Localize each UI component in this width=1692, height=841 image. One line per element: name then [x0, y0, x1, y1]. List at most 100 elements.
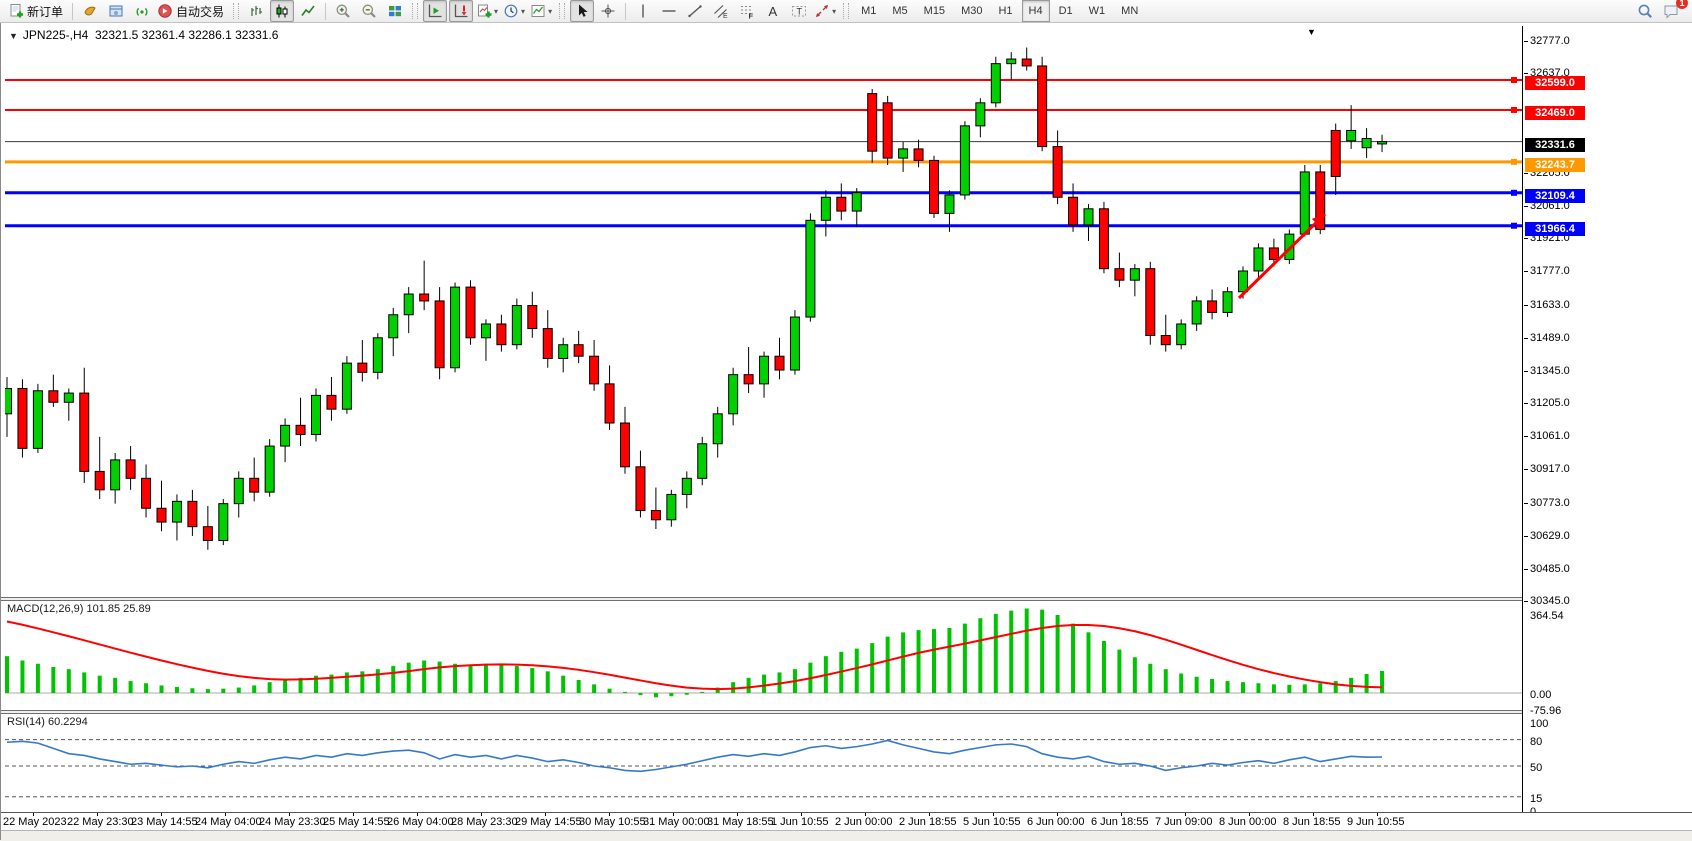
candle — [79, 367, 90, 483]
zoom-out-button[interactable] — [357, 0, 381, 22]
candle — [759, 351, 770, 398]
metaeditor-button[interactable] — [78, 0, 102, 22]
price-line-label[interactable]: 32599.0 — [1525, 76, 1585, 90]
chat-button[interactable]: 1 — [1659, 0, 1688, 22]
price-line-handle[interactable] — [1511, 189, 1517, 196]
timeframe-M30-button[interactable]: M30 — [961, 5, 983, 17]
candle — [527, 291, 538, 338]
svg-text:T: T — [797, 7, 803, 17]
horizontal-line-button[interactable] — [657, 0, 681, 22]
timeframe-M5-button[interactable]: M5 — [892, 5, 908, 17]
toolbar-grip[interactable] — [412, 3, 419, 19]
candle — [1176, 319, 1187, 350]
price-line-label[interactable]: 32469.0 — [1525, 105, 1585, 120]
candle — [465, 280, 476, 345]
macd-signal-line — [6, 620, 1383, 691]
chart-window[interactable]: ▼ JPN225-,H4 32321.5 32361.4 32286.1 3233… — [0, 23, 1692, 841]
signal-icon — [134, 3, 150, 19]
dropdown-arrow-icon[interactable]: ▾ — [494, 6, 499, 16]
price-axis-tick: 30485.0 — [1524, 563, 1570, 575]
timeframe-H4-button[interactable]: H4 — [1021, 0, 1050, 22]
crosshair-button[interactable] — [596, 0, 620, 22]
chart-shift-icon — [453, 3, 469, 19]
search-button[interactable] — [1633, 0, 1657, 22]
signals-button[interactable] — [130, 0, 154, 22]
tile-windows-button[interactable] — [383, 0, 407, 22]
price-line-label[interactable]: 32109.4 — [1525, 188, 1585, 203]
templates-button[interactable]: ▾ — [529, 0, 554, 22]
timeframe-H1-button[interactable]: H1 — [998, 5, 1013, 17]
text-button[interactable]: A — [761, 0, 785, 22]
fibonacci-button[interactable]: F — [735, 0, 759, 22]
zoom-in-icon — [335, 3, 351, 19]
timeframe-M1-button[interactable]: M1 — [861, 5, 877, 17]
timeframe-M15-button[interactable]: M15 — [923, 5, 946, 17]
time-axis-tick — [97, 813, 98, 816]
trend-arrow[interactable] — [1237, 212, 1327, 300]
pane-separator[interactable] — [1, 597, 1692, 601]
dropdown-arrow-icon[interactable]: ▾ — [521, 6, 526, 16]
time-axis-tick — [161, 813, 162, 816]
vertical-line-button[interactable] — [631, 0, 655, 22]
time-axis-tick — [737, 813, 738, 816]
price-line-handle[interactable] — [1511, 106, 1517, 113]
new-order-button[interactable]: 新订单 — [7, 0, 67, 22]
price-chart-pane[interactable] — [5, 26, 1522, 597]
trendline-button[interactable] — [683, 0, 707, 22]
one-click-trading-toggle-icon[interactable]: ▼ — [9, 31, 18, 41]
candle — [1037, 56, 1048, 152]
time-axis-tick — [1377, 813, 1378, 816]
time-axis-tick — [353, 813, 354, 816]
label-button[interactable]: T — [787, 0, 811, 22]
rsi-pane[interactable] — [5, 713, 1522, 812]
candle — [867, 88, 878, 163]
price-line-handle[interactable] — [1511, 77, 1517, 84]
price-line-label[interactable]: 32243.7 — [1525, 157, 1585, 172]
toolbar-grip[interactable] — [559, 3, 566, 19]
dropdown-arrow-icon[interactable]: ▾ — [832, 6, 837, 16]
toolbar-grip[interactable] — [233, 3, 240, 19]
candle — [620, 406, 630, 474]
auto-scroll-button[interactable] — [423, 0, 448, 22]
cursor-icon — [574, 3, 590, 19]
zoom-in-button[interactable] — [331, 0, 355, 22]
dropdown-arrow-icon[interactable]: ▾ — [548, 6, 553, 16]
candle — [604, 365, 615, 430]
chart-shift-button[interactable] — [449, 0, 474, 22]
macd-indicator-label: MACD(12,26,9) 101.85 25.89 — [7, 603, 151, 615]
blue-window-icon — [108, 3, 124, 19]
bar-chart-button[interactable] — [244, 0, 268, 22]
toolbar-grip[interactable] — [843, 3, 850, 19]
indicators-icon — [476, 3, 492, 19]
timeframe-W1-button[interactable]: W1 — [1088, 5, 1106, 17]
timeframe-D1-button[interactable]: D1 — [1058, 5, 1073, 17]
cursor-button[interactable] — [570, 0, 595, 22]
time-axis-label: 6 Jun 18:55 — [1091, 816, 1149, 828]
autotrading-button[interactable]: 自动交易 — [156, 0, 228, 22]
candle — [1021, 47, 1032, 71]
pane-separator[interactable] — [1, 710, 1692, 714]
candlestick-chart-button[interactable] — [270, 0, 295, 22]
current-price-label[interactable]: 32331.6 — [1525, 137, 1585, 152]
timeframe-MN-button[interactable]: MN — [1121, 5, 1139, 17]
candle — [17, 379, 28, 458]
indicators-button[interactable]: ▾ — [475, 0, 500, 22]
candle — [94, 436, 105, 500]
candle — [32, 383, 43, 453]
macd-pane[interactable] — [5, 600, 1522, 710]
candle — [5, 376, 12, 437]
market-watch-button[interactable] — [104, 0, 128, 22]
chart-shift-marker-icon[interactable]: ▼ — [1307, 27, 1316, 37]
candle — [650, 487, 661, 529]
time-axis-tick — [33, 813, 34, 816]
line-chart-button[interactable] — [296, 0, 320, 22]
arrows-button[interactable]: ▾ — [813, 0, 838, 22]
candle — [1222, 287, 1233, 318]
price-line-handle[interactable] — [1511, 158, 1517, 165]
price-line-label[interactable]: 31966.4 — [1525, 221, 1585, 236]
time-axis-label: 29 May 14:55 — [515, 816, 582, 828]
price-line-handle[interactable] — [1511, 222, 1517, 229]
candle — [635, 450, 646, 518]
equidistant-channel-button[interactable]: E — [709, 0, 733, 22]
periods-button[interactable]: ▾ — [502, 0, 527, 22]
